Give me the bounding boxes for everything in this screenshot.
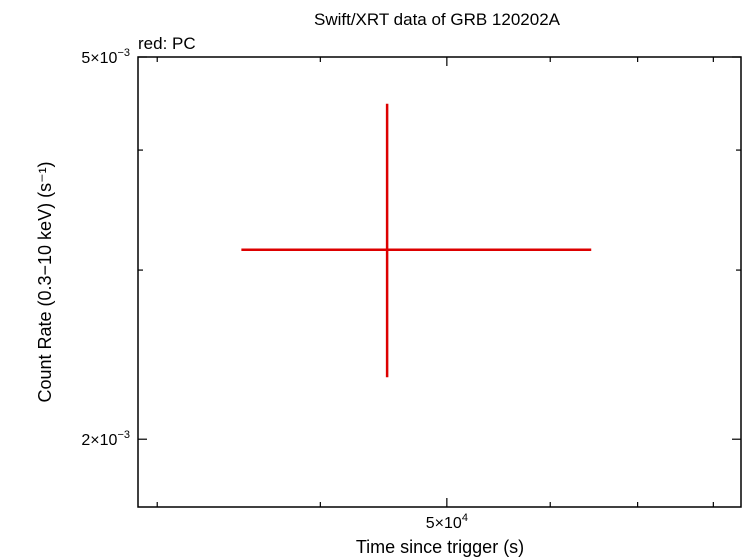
y-tick-label: 5×10−3: [81, 47, 130, 67]
plot-frame: [137, 56, 742, 508]
y-axis-label: Count Rate (0.3−10 keV) (s⁻¹): [35, 161, 55, 402]
axis-tick-labels: 5×104 2×10−3 5×10−3: [81, 47, 468, 532]
data-marks: [241, 103, 592, 378]
axis-ticks: [138, 56, 741, 507]
x-axis-label: Time since trigger (s): [356, 537, 524, 557]
series-mode-label: red: PC: [138, 34, 196, 53]
y-tick-label: 2×10−3: [81, 429, 130, 449]
chart-title: Swift/XRT data of GRB 120202A: [314, 10, 561, 29]
x-tick-label: 5×104: [426, 512, 468, 532]
